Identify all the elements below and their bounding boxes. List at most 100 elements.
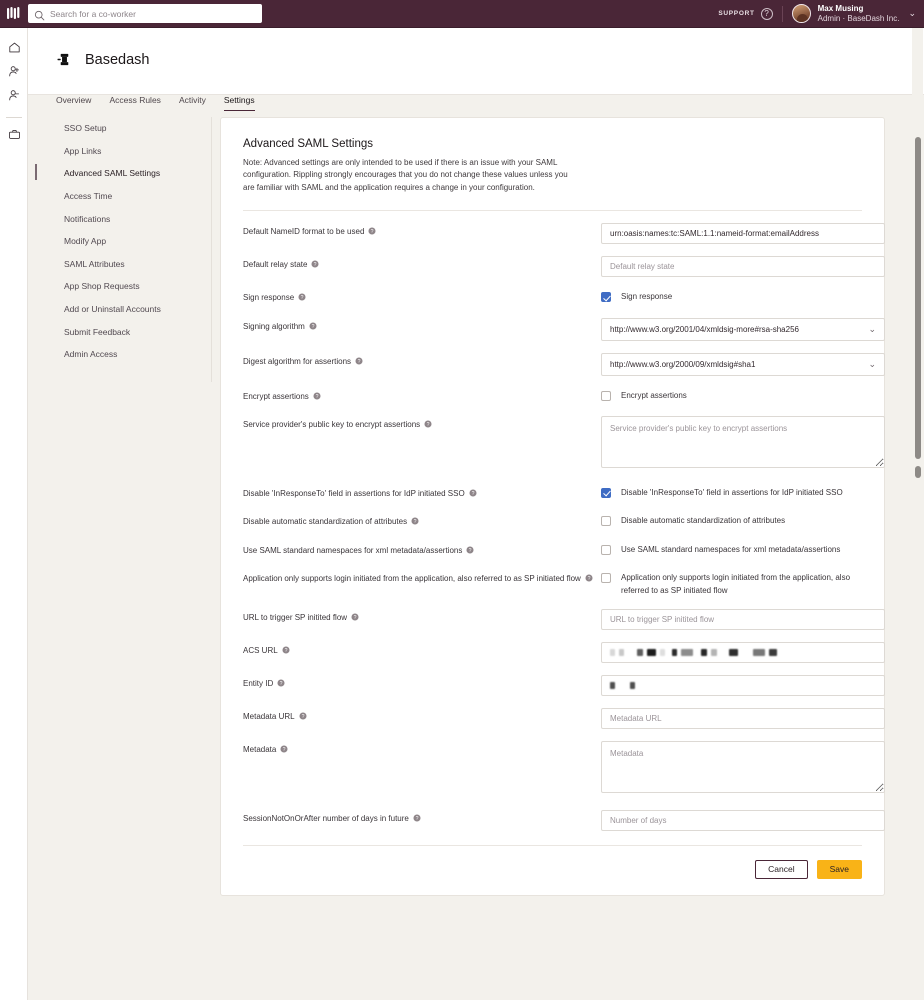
acs-url-input[interactable] — [601, 641, 885, 663]
field-label: URL to trigger SP initited flow? — [243, 609, 601, 625]
sp-public-key-textarea[interactable] — [601, 415, 885, 468]
help-icon[interactable]: ? — [355, 357, 363, 367]
encrypt-assertions-checkbox-row[interactable]: Encrypt assertions — [601, 388, 862, 402]
sp-flow-url-input[interactable] — [601, 608, 885, 630]
relay-state-input[interactable] — [601, 256, 885, 278]
field-label: Sign response? — [243, 289, 601, 305]
card-title: Advanced SAML Settings — [243, 138, 373, 150]
help-icon[interactable]: ? — [368, 227, 376, 237]
sign-response-checkbox-row[interactable]: Sign response — [601, 289, 862, 303]
sidebar-item-access-time[interactable]: Access Time — [64, 191, 113, 202]
nameid-format-input[interactable] — [601, 223, 885, 245]
help-icon[interactable]: ? — [585, 574, 593, 584]
saml-namespaces-checkbox-row[interactable]: Use SAML standard namespaces for xml met… — [601, 542, 862, 556]
sign-response-checkbox[interactable] — [601, 292, 611, 303]
sidebar-item-advanced-saml-settings[interactable]: Advanced SAML Settings — [28, 162, 211, 185]
rail-item-apps[interactable] — [0, 125, 28, 149]
tab-access-rules[interactable]: Access Rules — [109, 95, 161, 106]
field-label: Disable automatic standardization of att… — [243, 513, 601, 529]
help-icon[interactable]: ? — [351, 613, 359, 623]
user-info[interactable]: Max Musing Admin · BaseDash Inc. — [818, 4, 900, 24]
disable-standardization-checkbox-row[interactable]: Disable automatic standardization of att… — [601, 513, 862, 527]
redacted-block — [769, 648, 777, 656]
chevron-down-icon[interactable]: ⌄ — [908, 8, 916, 18]
help-icon[interactable]: ? — [299, 712, 307, 722]
metadata-textarea[interactable] — [601, 740, 885, 793]
tab-activity[interactable]: Activity — [178, 95, 206, 106]
question-mark-icon[interactable]: ? — [760, 7, 773, 20]
cancel-button[interactable]: Cancel — [755, 859, 808, 879]
saml-namespaces-checkbox[interactable] — [601, 544, 611, 555]
help-icon[interactable]: ? — [282, 646, 290, 656]
help-icon[interactable]: ? — [298, 293, 306, 303]
svg-text:?: ? — [414, 519, 417, 525]
support-link[interactable]: SUPPORT — [718, 10, 755, 17]
field-label: Default NameID format to be used? — [243, 223, 601, 239]
signing-algorithm-select[interactable]: http://www.w3.org/2001/04/xmldsig-more#r… — [601, 317, 885, 341]
basedash-logo-icon — [56, 51, 73, 68]
metadata-url-input[interactable] — [601, 707, 885, 729]
save-button[interactable]: Save — [816, 859, 862, 879]
sidebar-item-app-links[interactable]: App Links — [64, 145, 102, 156]
redacted-block — [647, 648, 656, 656]
avatar[interactable] — [791, 4, 811, 23]
rail-item-remove-person[interactable] — [0, 86, 28, 110]
card-wrapper: Advanced SAML Settings Note: Advanced se… — [212, 117, 924, 1000]
help-icon[interactable]: ? — [413, 814, 421, 824]
tab-settings[interactable]: Settings — [223, 95, 255, 112]
sidebar-item-sso-setup[interactable]: SSO Setup — [64, 123, 107, 134]
scrollbar-thumb[interactable] — [915, 137, 921, 459]
help-icon[interactable]: ? — [309, 322, 317, 332]
rail-item-add-person[interactable] — [0, 62, 28, 86]
sidebar-item-saml-attributes[interactable]: SAML Attributes — [64, 258, 125, 269]
help-icon[interactable]: ? — [466, 546, 474, 556]
help-icon[interactable]: ? — [280, 745, 288, 755]
help-icon[interactable]: ? — [313, 392, 321, 402]
sidebar-item-admin-access[interactable]: Admin Access — [64, 349, 118, 360]
disable-inresponseto-checkbox-row[interactable]: Disable 'InResponseTo' field in assertio… — [601, 485, 862, 499]
field-row-sp-public-key: Service provider's public key to encrypt… — [243, 404, 885, 473]
session-not-on-or-after-input[interactable] — [601, 809, 885, 831]
label-text: URL to trigger SP initited flow — [243, 612, 348, 622]
app-tabs: Overview Access Rules Activity Settings — [56, 89, 924, 112]
encrypt-assertions-checkbox[interactable] — [601, 390, 611, 401]
scrollbar-thumb-secondary[interactable] — [915, 466, 921, 478]
entity-id-input[interactable] — [601, 674, 885, 696]
sidebar-item-submit-feedback[interactable]: Submit Feedback — [64, 326, 131, 337]
svg-text:?: ? — [358, 358, 361, 364]
rippling-logo-icon[interactable] — [0, 0, 28, 28]
label-text: Encrypt assertions — [243, 391, 309, 401]
checkbox-label: Sign response — [621, 292, 673, 302]
disable-inresponseto-checkbox[interactable] — [601, 487, 611, 498]
field-control — [601, 256, 885, 278]
field-label: Entity ID? — [243, 675, 601, 691]
sp-initiated-only-checkbox[interactable] — [601, 573, 611, 584]
field-label: SessionNotOnOrAfter number of days in fu… — [243, 810, 601, 826]
disable-standardization-checkbox[interactable] — [601, 516, 611, 527]
sidebar-item-add-or-uninstall-accounts[interactable]: Add or Uninstall Accounts — [64, 304, 161, 315]
sidebar-item-app-shop-requests[interactable]: App Shop Requests — [64, 281, 140, 292]
sp-initiated-only-checkbox-row[interactable]: Application only supports login initiate… — [601, 570, 862, 597]
svg-text:?: ? — [354, 615, 357, 621]
search-input[interactable] — [50, 8, 256, 19]
help-icon[interactable]: ? — [411, 517, 419, 527]
svg-text:?: ? — [314, 262, 317, 268]
help-icon[interactable]: ? — [469, 489, 477, 499]
search-box[interactable] — [28, 4, 262, 23]
digest-algorithm-select[interactable]: http://www.w3.org/2000/09/xmldsig#sha1 ⌄ — [601, 352, 885, 376]
field-row-metadata: Metadata? — [243, 729, 885, 798]
scrollbar-track[interactable] — [912, 28, 923, 1000]
field-row-digest-algorithm: Digest algorithm for assertions? http://… — [243, 341, 885, 376]
sidebar-item-notifications[interactable]: Notifications — [64, 213, 111, 224]
field-row-signing-algorithm: Signing algorithm? http://www.w3.org/200… — [243, 306, 885, 341]
app-header: Basedash Overview Access Rules Activity … — [28, 28, 924, 112]
tab-overview[interactable]: Overview — [56, 95, 92, 106]
sidebar-item-modify-app[interactable]: Modify App — [64, 236, 107, 247]
label-text: Signing algorithm — [243, 321, 305, 331]
user-role: Admin · BaseDash Inc. — [817, 13, 900, 23]
help-icon[interactable]: ? — [311, 260, 320, 270]
help-icon[interactable]: ? — [277, 679, 285, 689]
help-icon[interactable]: ? — [424, 420, 432, 430]
svg-text:?: ? — [415, 816, 418, 822]
rail-item-home[interactable] — [0, 38, 28, 62]
